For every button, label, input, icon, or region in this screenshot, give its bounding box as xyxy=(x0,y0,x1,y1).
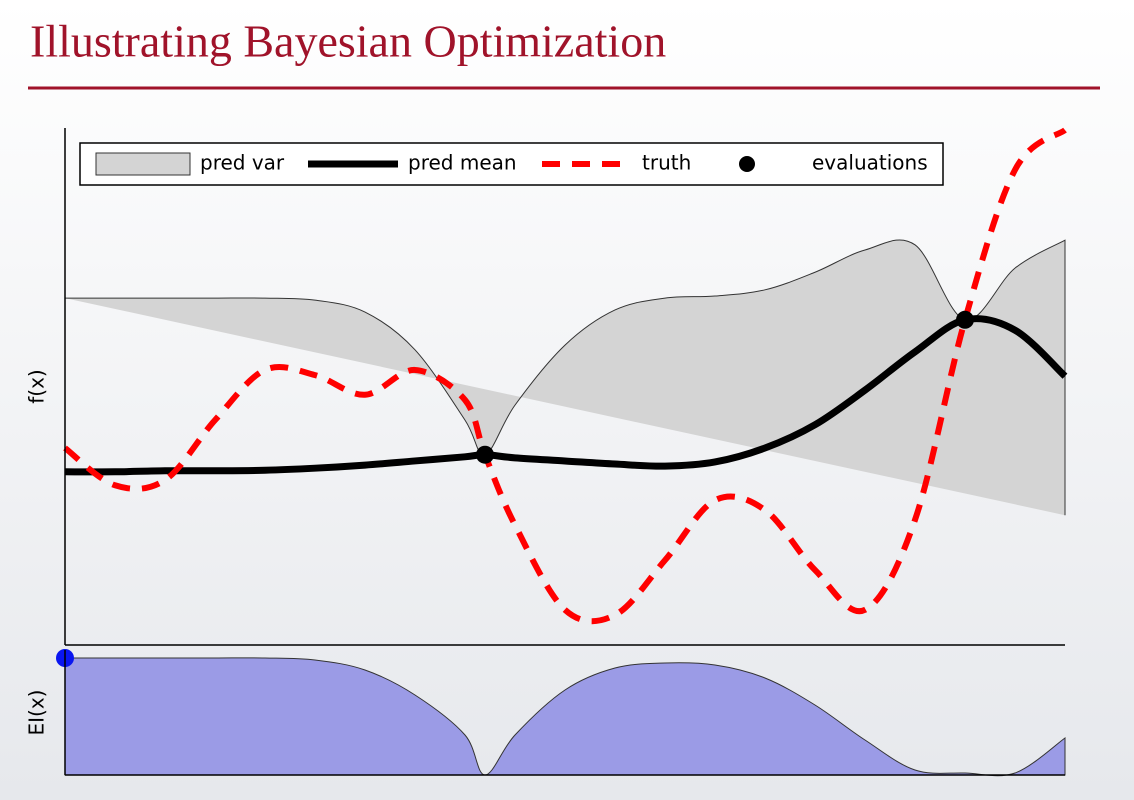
truth-line xyxy=(63,127,1067,625)
slide-title: Illustrating Bayesian Optimization xyxy=(30,16,666,67)
evaluation-point xyxy=(476,445,494,464)
ei-plot: EI(x) xyxy=(25,649,1066,777)
ei-area xyxy=(64,657,1066,777)
legend-swatch xyxy=(739,156,755,172)
f-plot: pred var pred mean truth evaluations f(x) xyxy=(25,127,1068,646)
legend-label: pred var xyxy=(200,151,285,175)
evaluation-point xyxy=(956,310,974,329)
legend-label: pred mean xyxy=(408,151,517,175)
pred-mean-line xyxy=(64,315,1068,476)
legend-swatch xyxy=(95,152,191,176)
legend-label: evaluations xyxy=(812,151,928,175)
legend: pred var pred mean truth evaluations xyxy=(79,142,944,186)
pred-var-band xyxy=(64,239,1066,516)
legend-label: truth xyxy=(642,151,691,175)
legend-box xyxy=(79,142,944,186)
y-axis-label: EI(x) xyxy=(25,690,49,736)
y-axis-label: f(x) xyxy=(25,369,49,403)
